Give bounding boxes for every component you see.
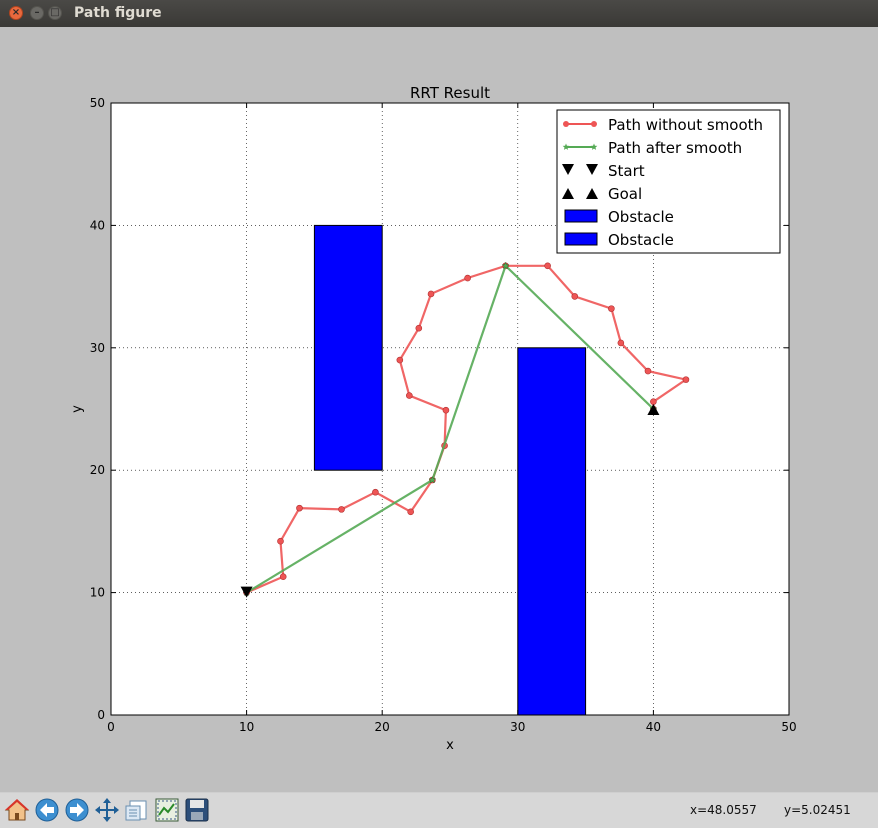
x-coordinate-readout: x=48.0557 [690,803,757,817]
raw-path-point [415,324,423,332]
smooth-path-point [501,261,510,270]
x-tick-label: 30 [510,720,525,734]
legend-marker [563,121,569,127]
raw-path-point [279,573,287,580]
legend-label: Goal [608,185,642,203]
raw-path-point [464,274,471,282]
close-icon: × [11,7,21,18]
navigation-toolbar: x=48.0557 y=5.02451 [0,792,878,828]
configure-subplots-button[interactable] [124,797,150,823]
legend-swatch-start [562,164,574,175]
raw-path-point [407,508,414,516]
chart-title: RRT Result [410,84,490,102]
x-tick-label: 40 [646,720,661,734]
x-tick-label: 0 [107,720,115,734]
save-icon [185,798,209,822]
window-titlebar: × – □ Path figure [0,0,878,27]
raw-path-point [608,305,615,312]
raw-path-point [442,406,450,414]
y-tick-label: 50 [90,96,105,110]
legend-label: Obstacle [608,208,674,226]
start-marker [240,586,253,598]
legend-label: Start [608,162,645,180]
maximize-icon: □ [50,7,60,18]
pan-button[interactable] [94,797,120,823]
zoom-to-rectangle-button[interactable] [154,797,180,823]
legend: Path without smooth Path after smooth Star… [556,109,781,254]
forward-button[interactable] [64,797,90,823]
series-line-path-after-smooth [246,263,655,594]
configure-subplots-icon [125,800,147,821]
raw-path-point [644,367,652,375]
raw-path-point [427,290,435,298]
raw-path-point [617,339,625,347]
x-tick-label: 10 [239,720,254,734]
figure-canvas[interactable]: 0 10 20 30 40 50 0 10 20 30 40 50 RRT Result x y Pa… [0,27,878,792]
obstacle-rect [517,347,587,716]
obstacle-rect [313,224,383,471]
y-tick-label: 30 [90,341,105,355]
legend-swatch-obstacle [564,209,598,223]
legend-swatch-goal [586,188,598,199]
y-coordinate-readout: y=5.02451 [784,803,851,817]
raw-path-point [650,398,657,405]
save-button[interactable] [184,797,210,823]
y-tick-label: 20 [90,463,105,477]
legend-swatch-start [586,164,598,175]
back-arrow-icon [35,798,59,822]
legend-marker [590,143,598,150]
x-tick-label: 20 [375,720,390,734]
legend-box [556,109,781,254]
y-tick-label: 40 [90,218,105,232]
raw-path-point [338,506,345,513]
smooth-path-point [428,475,437,484]
plot-frame [110,102,790,716]
pan-icon [95,798,119,822]
home-button[interactable] [4,797,30,823]
window-title: Path figure [74,5,162,21]
raw-path-point [372,488,379,496]
raw-path-point [406,392,413,399]
legend-marker [562,143,570,150]
close-window-button[interactable]: × [9,6,23,20]
x-tick-label: 50 [781,720,796,734]
series-line-path-without-smooth [246,264,689,594]
legend-swatch-obstacle [564,232,598,246]
raw-path-point [571,293,579,300]
legend-marker [591,121,597,127]
legend-label: Obstacle [608,231,674,249]
home-icon [4,799,30,821]
y-tick-label: 10 [90,586,105,600]
forward-arrow-icon [65,798,89,822]
x-axis-label: x [446,738,454,753]
zoom-to-rectangle-icon [155,798,179,822]
minimize-icon: – [34,7,40,18]
raw-path-point [544,262,551,270]
rrt-chart: 0 10 20 30 40 50 0 10 20 30 40 50 RRT Result x y Pa… [70,84,797,753]
legend-label: Path without smooth [608,116,763,134]
back-button[interactable] [34,797,60,823]
legend-label: Path after smooth [608,139,742,157]
maximize-window-button[interactable]: □ [48,6,62,20]
y-tick-label: 0 [97,708,105,722]
raw-path-point [396,356,404,364]
y-axis-label: y [70,405,85,413]
goal-marker [647,404,660,415]
legend-swatch-goal [562,188,574,199]
raw-path-point [296,504,303,512]
raw-path-point [682,376,690,383]
raw-path-point [277,537,284,545]
minimize-window-button[interactable]: – [30,6,44,20]
